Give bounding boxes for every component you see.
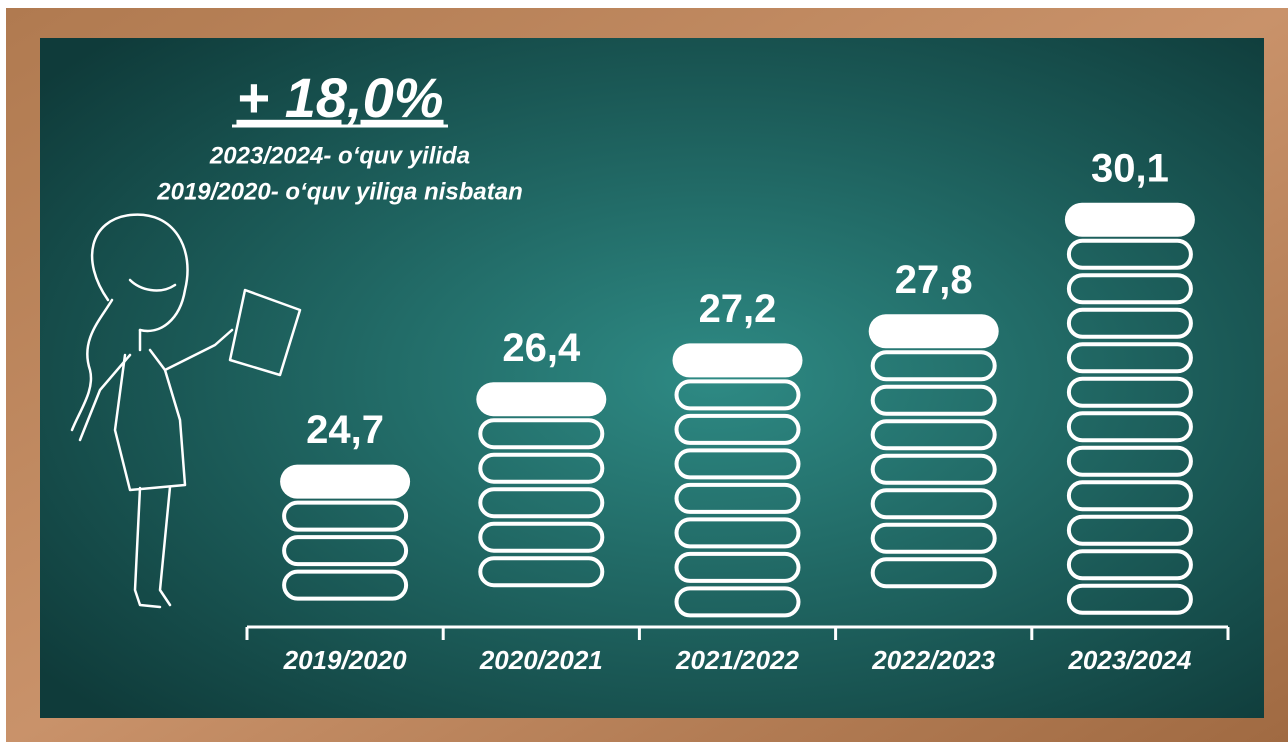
subtitle-line: 2019/2020- o‘quv yiliga nisbatan — [156, 178, 522, 205]
subtitle-line: 2023/2024- o‘quv yilida — [209, 142, 470, 169]
x-tick-label: 2020/2021 — [479, 645, 603, 675]
x-tick-label: 2021/2022 — [675, 645, 799, 675]
bar-cap — [476, 382, 606, 416]
bar-cap — [673, 343, 803, 377]
bar-cap — [869, 314, 999, 348]
value-label: 24,7 — [306, 408, 384, 452]
chalkboard: + 18,0% 2023/2024- o‘quv yilida 2019/202… — [0, 0, 1288, 742]
x-tick-label: 2023/2024 — [1067, 645, 1191, 675]
headline: + 18,0% — [236, 66, 443, 129]
value-label: 30,1 — [1091, 146, 1169, 190]
value-label: 26,4 — [502, 326, 581, 370]
bar-cap — [280, 465, 410, 499]
value-label: 27,2 — [699, 287, 777, 331]
x-tick-label: 2022/2023 — [871, 645, 995, 675]
bar-cap — [1065, 203, 1195, 237]
x-tick-label: 2019/2020 — [283, 645, 407, 675]
value-label: 27,8 — [895, 258, 973, 302]
